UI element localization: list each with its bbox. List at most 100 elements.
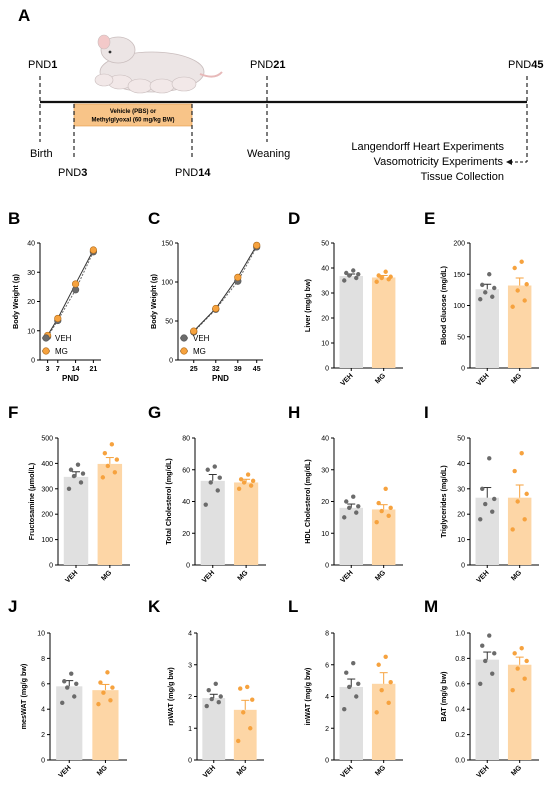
data-point-veh — [483, 290, 488, 295]
panel-label-c: C — [148, 209, 160, 228]
data-point-veh — [480, 486, 485, 491]
y-tick-label: 30 — [321, 291, 329, 298]
data-point-veh — [480, 282, 485, 288]
experiment-tissue-collection: Tissue Collection — [421, 171, 504, 183]
data-point-mg — [71, 280, 80, 288]
data-point-veh — [490, 509, 495, 514]
y-axis-label: Total Cholesterol (mg/dL) — [164, 458, 173, 545]
y-tick-label: 0 — [325, 366, 329, 373]
data-point-veh — [72, 694, 77, 699]
data-point-mg — [110, 685, 115, 690]
y-tick-label: 8 — [325, 631, 329, 638]
bar-veh — [200, 480, 225, 565]
data-point-veh — [342, 278, 347, 283]
data-point-veh — [490, 294, 495, 299]
y-tick-label: 100 — [161, 280, 173, 287]
y-tick-label: 40 — [27, 241, 35, 248]
y-tick-label: 40 — [182, 499, 190, 506]
bar-veh — [475, 659, 499, 760]
x-tick-label: 32 — [212, 366, 220, 373]
timeline-panel: A PND1 PND21 PND45 Vehicle (PBS) or Meth… — [18, 6, 543, 183]
panel-d: D 0 10 20 30 40 50 VEH MG Liver (mg/g bw) — [288, 209, 403, 388]
series-line-veh — [47, 251, 94, 337]
panel-label-a: A — [18, 6, 30, 25]
data-point-mg — [241, 710, 246, 715]
y-tick-label: 50 — [457, 334, 465, 341]
data-point-veh — [215, 488, 220, 493]
data-point-veh — [344, 499, 349, 504]
x-tick-label-veh: VEH — [201, 569, 216, 584]
bar-veh — [475, 289, 499, 368]
y-tick-label: 0 — [325, 758, 329, 765]
y-tick-label: 400 — [41, 461, 53, 468]
data-point-mg — [376, 662, 381, 667]
y-tick-label: 3 — [188, 662, 192, 669]
data-point-mg — [510, 304, 515, 309]
x-tick-label-veh: VEH — [476, 372, 491, 387]
data-point-mg — [100, 475, 106, 480]
y-tick-label: 100 — [453, 303, 465, 310]
data-point-mg — [212, 304, 220, 313]
data-point-mg — [515, 499, 520, 504]
y-tick-label: 0 — [461, 366, 465, 373]
y-tick-label: 4 — [41, 707, 45, 714]
data-point-veh — [478, 681, 483, 686]
y-tick-label: 20 — [27, 299, 35, 306]
label-pnd14: PND14 — [175, 167, 211, 179]
data-point-mg — [386, 700, 391, 706]
data-point-mg — [376, 273, 381, 278]
data-point-mg — [236, 738, 241, 744]
data-point-veh — [492, 285, 497, 291]
x-tick-label-mg: MG — [237, 569, 250, 582]
data-point-veh — [68, 467, 74, 472]
y-tick-label: 40 — [457, 461, 465, 468]
label-pnd21: PND21 — [250, 59, 285, 71]
data-point-veh — [351, 494, 356, 499]
data-point-mg — [515, 288, 520, 293]
data-point-veh — [212, 464, 217, 469]
bar-mg — [507, 664, 532, 760]
y-tick-label: 30 — [457, 486, 465, 493]
y-tick-label: 150 — [453, 272, 465, 279]
legend-label-veh: VEH — [193, 334, 210, 343]
x-tick-label-veh: VEH — [340, 372, 355, 387]
y-tick-label: 10 — [457, 537, 465, 544]
y-tick-label: 40 — [321, 436, 329, 443]
legend-label-mg: MG — [55, 347, 68, 356]
bar-veh — [202, 698, 226, 760]
y-tick-label: 0.4 — [455, 707, 465, 714]
data-point-mg — [512, 651, 517, 656]
data-point-veh — [342, 515, 347, 520]
y-tick-label: 0.0 — [455, 758, 465, 765]
y-tick-label: 80 — [182, 436, 190, 443]
data-point-veh — [75, 462, 81, 467]
y-tick-label: 60 — [182, 467, 190, 474]
panel-label-b: B — [8, 209, 20, 228]
data-point-mg — [374, 710, 379, 715]
experiment-langendorff: Langendorff Heart Experiments — [351, 141, 504, 153]
y-axis-label: inWAT (mg/g bw) — [303, 667, 312, 725]
y-tick-label: 0.8 — [455, 656, 465, 663]
data-point-mg — [388, 505, 393, 511]
y-axis-label: Triglycerides (mg/dL) — [439, 465, 448, 538]
panel-label-e: E — [424, 209, 435, 228]
data-point-veh — [344, 670, 349, 675]
data-point-mg — [234, 273, 242, 281]
x-tick-label-veh: VEH — [340, 569, 355, 584]
data-point-veh — [209, 696, 214, 702]
x-tick-label: 25 — [190, 366, 198, 373]
bar-veh — [63, 476, 89, 565]
data-point-veh — [354, 694, 359, 699]
data-point-veh — [217, 475, 222, 480]
panel-label-k: K — [148, 597, 161, 616]
data-point-mg — [250, 478, 256, 484]
data-point-veh — [80, 471, 86, 476]
data-point-veh — [487, 633, 492, 638]
data-point-mg — [112, 470, 118, 475]
legend-marker-mg — [42, 347, 50, 355]
data-point-mg — [238, 477, 244, 482]
series-line-veh — [193, 246, 258, 333]
data-point-veh — [483, 501, 488, 507]
y-tick-label: 300 — [41, 486, 53, 493]
